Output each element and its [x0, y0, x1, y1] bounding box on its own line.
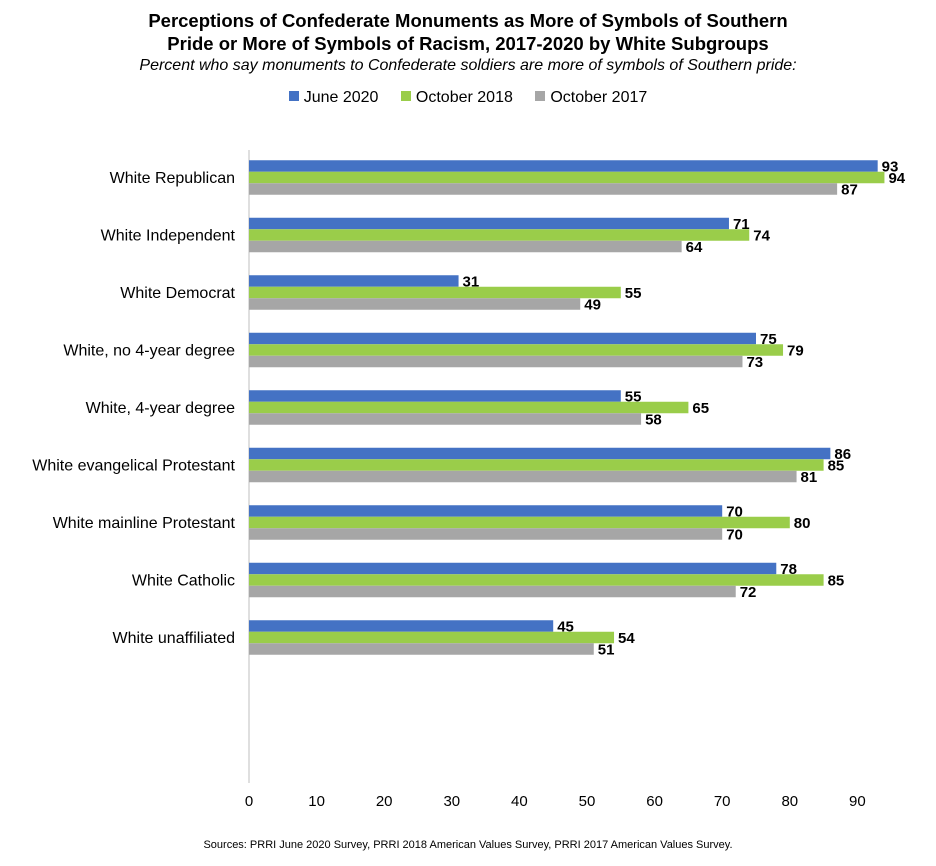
legend: June 2020 October 2018 October 2017 [0, 88, 936, 108]
bar [249, 516, 790, 529]
data-label: 58 [645, 412, 662, 429]
data-label: 80 [794, 515, 811, 532]
bar [249, 574, 824, 586]
legend-item-october-2017: October 2017 [535, 88, 647, 108]
data-label: 55 [625, 285, 642, 302]
data-label: 86 [834, 446, 851, 463]
data-label: 87 [841, 182, 858, 199]
data-label: 72 [740, 584, 757, 601]
data-label: 74 [753, 228, 770, 245]
bar [249, 332, 756, 345]
bar [249, 390, 621, 402]
category-label: White Republican [110, 170, 235, 187]
data-label: 51 [598, 642, 615, 659]
bar [249, 643, 594, 655]
x-tick-label: 50 [579, 793, 596, 810]
data-label: 45 [557, 619, 574, 636]
category-label: White Democrat [120, 285, 235, 302]
data-label: 55 [625, 389, 642, 406]
legend-label: October 2018 [415, 89, 513, 106]
bar [249, 298, 581, 310]
legend-item-october-2018: October 2018 [400, 88, 513, 108]
chart-title-line-2: Pride or More of Symbols of Racism, 2017… [167, 33, 769, 54]
bar [249, 240, 682, 253]
bar [249, 413, 642, 425]
x-tick-label: 10 [308, 793, 325, 810]
x-tick-label: 90 [849, 793, 866, 810]
bar [249, 528, 723, 540]
data-label: 71 [733, 216, 750, 233]
category-label: White mainline Protestant [53, 515, 236, 532]
data-label: 85 [828, 573, 845, 590]
data-label: 94 [888, 170, 905, 187]
bar [249, 183, 838, 195]
x-tick-label: 80 [781, 793, 798, 810]
category-label: White, no 4-year degree [63, 343, 235, 360]
source-note: Sources: PRRI June 2020 Survey, PRRI 201… [203, 839, 733, 851]
bar [249, 160, 878, 172]
bar [249, 286, 621, 299]
x-tick-label: 0 [245, 793, 253, 810]
category-label: White evangelical Protestant [32, 458, 235, 475]
bar [249, 171, 885, 184]
x-tick-label: 30 [443, 793, 460, 810]
data-label: 85 [828, 458, 845, 475]
bar [249, 631, 615, 644]
bar [249, 447, 831, 460]
data-label: 78 [780, 561, 797, 578]
bar [249, 355, 743, 368]
data-label: 49 [584, 297, 601, 314]
category-label: White, 4-year degree [86, 400, 236, 417]
data-label: 54 [618, 630, 635, 647]
bar [249, 275, 459, 287]
data-label: 31 [463, 274, 480, 291]
x-tick-label: 60 [646, 793, 663, 810]
data-label: 65 [692, 400, 709, 417]
legend-swatch [288, 91, 299, 101]
x-tick-label: 70 [714, 793, 731, 810]
data-label: 93 [882, 159, 899, 176]
data-label: 73 [746, 354, 763, 371]
data-label: 70 [726, 504, 743, 521]
legend-label: October 2017 [550, 89, 648, 106]
data-label: 79 [787, 343, 804, 360]
chart-subtitle: Percent who say monuments to Confederate… [139, 57, 797, 74]
bar [249, 217, 729, 230]
bar [249, 344, 784, 356]
data-label: 81 [801, 469, 818, 486]
category-label: White unaffiliated [113, 630, 235, 647]
bar [249, 229, 750, 241]
legend-swatch [400, 91, 411, 101]
chart-title-line-1: Perceptions of Confederate Monuments as … [148, 10, 788, 31]
bar [249, 459, 824, 471]
data-label: 75 [760, 331, 777, 348]
legend-item-june-2020: June 2020 [288, 88, 379, 108]
data-label: 64 [686, 239, 703, 256]
bar [249, 505, 723, 517]
legend-label: June 2020 [303, 89, 379, 106]
category-label: White Independent [101, 228, 236, 245]
bar [249, 562, 777, 575]
x-tick-label: 20 [376, 793, 393, 810]
data-label: 70 [726, 527, 743, 544]
category-label: White Catholic [132, 573, 235, 590]
bar [249, 585, 736, 598]
bar [249, 470, 797, 483]
bar [249, 620, 554, 632]
x-tick-label: 40 [511, 793, 528, 810]
bar [249, 401, 689, 414]
legend-swatch [535, 91, 546, 101]
